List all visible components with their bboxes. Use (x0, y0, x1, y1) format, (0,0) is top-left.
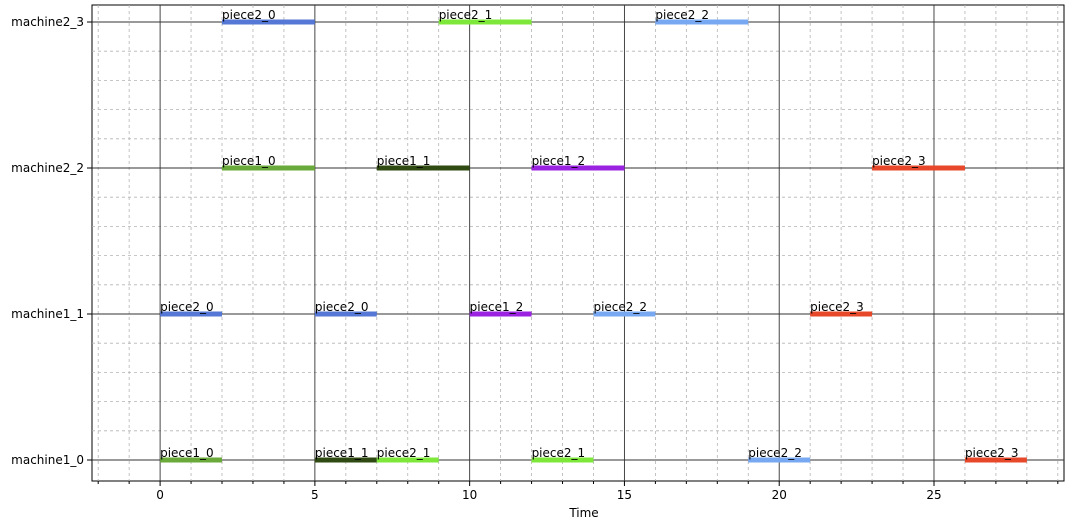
x-tick-label: 0 (156, 488, 164, 502)
task-bar (376, 457, 439, 463)
plot-area (91, 4, 1065, 482)
task-bar (531, 165, 625, 171)
task-labels: piece1_0 piece1_1 piece2_1 piece2_1 piece2_2… (160, 8, 1018, 460)
task-bar (748, 457, 811, 463)
task-bar (593, 311, 656, 317)
task-label: piece2_1 (377, 446, 431, 460)
task-label: piece2_3 (872, 154, 926, 168)
task-label: piece2_3 (810, 300, 864, 314)
task-bar (469, 311, 532, 317)
task-label: piece1_0 (160, 446, 214, 460)
y-tick-label: machine1_1 (11, 307, 84, 321)
task-label: piece2_1 (439, 8, 493, 22)
x-axis: 0 5 10 15 20 25 (97, 481, 1059, 502)
task-bar (314, 457, 377, 463)
task-bar (531, 457, 594, 463)
task-bar (655, 19, 749, 25)
y-tick-label: machine2_2 (11, 161, 84, 175)
task-label: piece2_0 (315, 300, 369, 314)
y-tick-label: machine2_3 (11, 15, 84, 29)
y-axis: machine1_0 machine1_1 machine2_2 machine2_3 (11, 15, 92, 467)
task-label: piece2_1 (532, 446, 586, 460)
task-label: piece1_2 (470, 300, 524, 314)
task-label: piece2_0 (222, 8, 276, 22)
task-label: piece1_1 (377, 154, 431, 168)
task-label: piece2_2 (593, 300, 647, 314)
task-bar (314, 311, 377, 317)
x-tick-label: 25 (926, 488, 941, 502)
task-bar (222, 165, 315, 171)
task-label: piece2_2 (655, 8, 709, 22)
task-label: piece2_3 (965, 446, 1019, 460)
minor-grid (92, 5, 1064, 481)
task-label: piece2_0 (160, 300, 214, 314)
task-bar (872, 165, 965, 171)
y-tick-label: machine1_0 (11, 453, 84, 467)
x-axis-title: Time (568, 506, 598, 520)
task-bar (160, 311, 223, 317)
x-tick-label: 10 (462, 488, 477, 502)
task-bar (160, 457, 223, 463)
task-label: piece2_2 (748, 446, 802, 460)
x-tick-label: 5 (311, 488, 319, 502)
task-bars (160, 19, 1027, 463)
task-bar (438, 19, 532, 25)
task-bar (964, 457, 1027, 463)
task-bar (810, 311, 873, 317)
task-label: piece1_2 (532, 154, 586, 168)
task-label: piece1_1 (315, 446, 369, 460)
task-label: piece1_0 (222, 154, 276, 168)
x-tick-label: 20 (772, 488, 787, 502)
x-tick-label: 15 (617, 488, 632, 502)
task-bar (376, 165, 470, 171)
task-bar (222, 19, 315, 25)
